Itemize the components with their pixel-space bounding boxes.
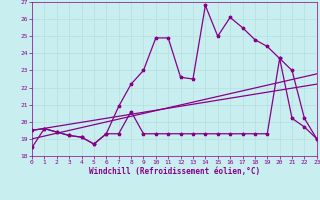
X-axis label: Windchill (Refroidissement éolien,°C): Windchill (Refroidissement éolien,°C) [89, 167, 260, 176]
